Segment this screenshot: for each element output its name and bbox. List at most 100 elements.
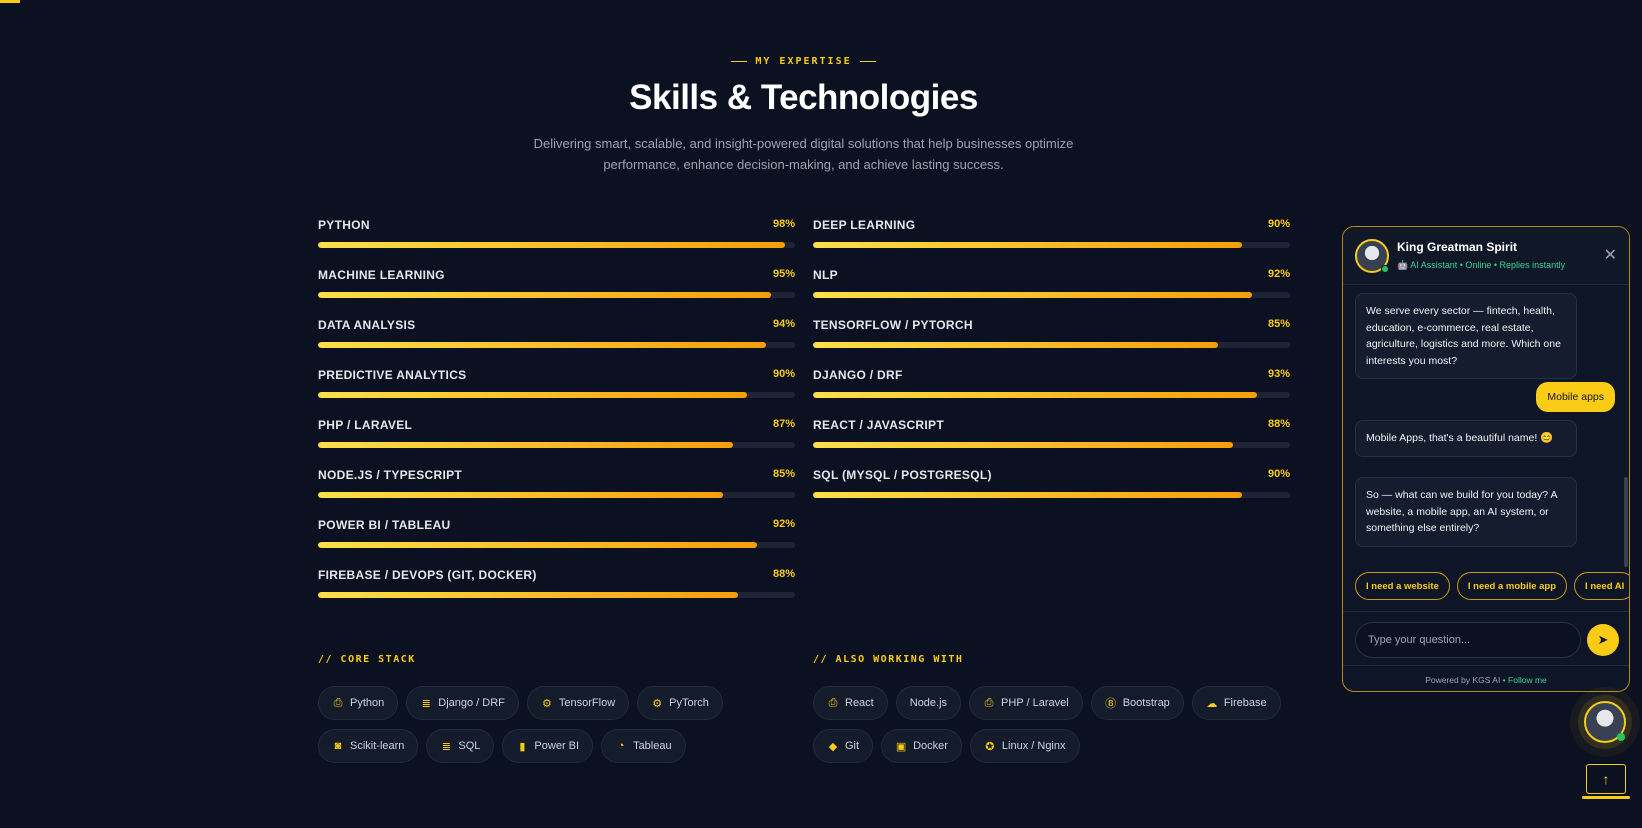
gear-icon: ⚙ [541,697,552,710]
chip-docker[interactable]: ▣ Docker [881,729,962,763]
top-accent-bar [0,0,20,3]
also-working-title: // ALSO WORKING WITH [813,654,964,665]
core-stack-chips: ⎙ Python ≣ Django / DRF ⚙ TensorFlow ⚙ PyTorch ◙… [318,686,798,763]
skill-bar-fill [318,542,757,548]
skills-column-left: PYTHON 98% MACHINE LEARNING 95% DATA ANALYSI… [318,218,795,618]
skill-bar-track [318,342,795,348]
skill-php-laravel: PHP / LARAVEL 87% [318,418,795,468]
chip-label: Node.js [909,697,948,709]
chip-power-bi[interactable]: ▮ Power BI [502,729,594,763]
scroll-top-base [1582,796,1630,799]
chip-label: Python [350,697,385,709]
chip-label: SQL [458,740,481,752]
eyebrow-text: MY EXPERTISE [755,56,852,67]
chip-label: TensorFlow [558,697,616,709]
chip-firebase[interactable]: ☁ Firebase [1191,686,1281,720]
skill-name: DJANGO / DRF [813,368,903,382]
skill-percent: 98% [772,218,795,230]
skill-python: PYTHON 98% [318,218,795,268]
skill-percent: 90% [1267,218,1290,230]
git-icon: ◆ [828,740,838,753]
scroll-to-top-button[interactable]: ↑ [1586,764,1626,794]
chip-react[interactable]: ⎙ React [813,686,888,720]
skill-bar-fill [318,392,748,398]
follow-me-link[interactable]: Follow me [1508,675,1547,685]
chip-label: React [845,697,874,709]
chip-scikit-learn[interactable]: ◙ Scikit-learn [318,729,419,763]
chip-label: Git [845,740,860,752]
eyebrow-line-left [731,61,748,62]
quick-reply-mobile-app[interactable]: I need a mobile app [1456,572,1568,600]
skill-bar-track [813,442,1290,448]
skill-name: POWER BI / TABLEAU [318,518,451,532]
chip-sql[interactable]: ≣ SQL [426,729,495,763]
quick-reply-website[interactable]: I need a website [1355,572,1450,600]
chat-input-row: ➤ [1343,611,1629,665]
chip-php-laravel[interactable]: ⎙ PHP / Laravel [969,686,1083,720]
box-icon: ▣ [895,740,907,753]
skill-name: DEEP LEARNING [813,218,916,232]
quick-replies: I need a website I need a mobile app I n… [1355,572,1629,600]
skill-bar-track [318,292,795,298]
chip-label: Tableau [633,740,672,752]
close-icon[interactable]: ✕ [1603,247,1617,264]
skill-name: DATA ANALYSIS [318,318,416,332]
chat-input[interactable] [1355,622,1581,658]
chip-django-drf[interactable]: ≣ Django / DRF [406,686,519,720]
chip-pytorch[interactable]: ⚙ PyTorch [637,686,723,720]
chip-node-js[interactable]: Node.js [895,686,962,720]
skill-bar-fill [318,342,767,348]
skill-name: PHP / LARAVEL [318,418,413,432]
skill-bar-track [813,392,1290,398]
pie-chart-icon: ◔ [617,740,625,752]
database-icon: ≣ [421,697,431,710]
skill-name: SQL (MYSQL / POSTGRESQL) [813,468,992,482]
skill-bar-fill [318,292,772,298]
skill-bar-track [318,592,795,598]
section-eyebrow: MY EXPERTISE [0,56,1607,67]
skill-bar-track [318,242,795,248]
chip-linux-nginx[interactable]: ✪ Linux / Nginx [969,729,1080,763]
arrow-up-icon: ↑ [1602,771,1610,787]
skill-percent: 95% [772,268,795,280]
chip-git[interactable]: ◆ Git [813,729,874,763]
chip-label: PHP / Laravel [1001,697,1069,709]
database-icon: ≣ [441,740,452,753]
online-status-dot [1381,265,1389,273]
skill-bar-track [318,492,795,498]
skill-name: PREDICTIVE ANALYTICS [318,368,467,382]
skill-data-analysis: DATA ANALYSIS 94% [318,318,795,368]
chip-label: PyTorch [669,697,709,709]
eyebrow-line-right [859,61,876,62]
skill-name: MACHINE LEARNING [318,268,445,282]
skill-percent: 88% [1267,418,1290,430]
skill-percent: 85% [772,468,795,480]
skill-name: NODE.JS / TYPESCRIPT [318,468,463,482]
skill-nlp: NLP 92% [813,268,1290,318]
chat-message-bot: So — what can we build for you today? A … [1355,477,1577,547]
skill-bar-track [318,392,795,398]
skill-bar-fill [318,442,733,448]
bar-chart-icon: ▮ [519,740,526,753]
skill-bar-fill [318,242,786,248]
chip-bootstrap[interactable]: Ⓑ Bootstrap [1090,686,1184,720]
section-subtitle: Delivering smart, scalable, and insight-… [533,136,1074,172]
chip-tableau[interactable]: ◔ Tableau [601,729,686,763]
skill-bar-fill [813,292,1252,298]
skill-bar-track [813,292,1290,298]
skill-node-js-typescript: NODE.JS / TYPESCRIPT 85% [318,468,795,518]
chip-label: Django / DRF [438,697,505,709]
chip-python[interactable]: ⎙ Python [318,686,399,720]
chat-scrollbar[interactable] [1624,477,1628,567]
quick-reply-ai[interactable]: I need AI [1574,572,1629,600]
chat-agent-status: 🤖 AI Assistant • Online • Replies instan… [1397,260,1566,270]
send-button[interactable]: ➤ [1587,624,1619,656]
skill-bar-fill [813,492,1243,498]
skill-bar-fill [813,392,1257,398]
skill-percent: 92% [772,518,795,530]
skill-bar-track [318,442,795,448]
chip-tensorflow[interactable]: ⚙ TensorFlow [526,686,630,720]
skill-machine-learning: MACHINE LEARNING 95% [318,268,795,318]
skill-bar-track [813,242,1290,248]
chat-agent-name: King Greatman Spirit [1397,240,1518,254]
